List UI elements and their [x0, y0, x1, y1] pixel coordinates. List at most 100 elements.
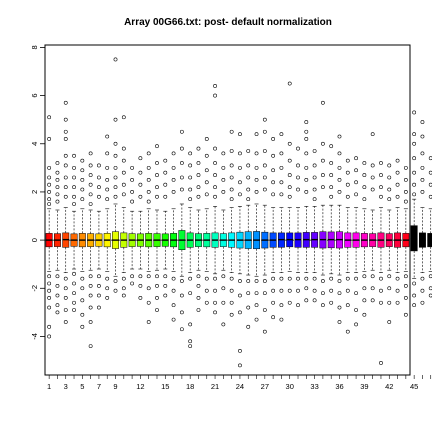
outlier-point [196, 274, 201, 279]
outlier-point [420, 300, 425, 305]
outlier-point [420, 288, 425, 293]
y-tick-label: 8 [30, 45, 39, 49]
outlier-point [238, 180, 242, 185]
outlier-point [296, 187, 300, 192]
box-47 [427, 156, 432, 298]
outlier-point [246, 197, 251, 202]
outlier-point [72, 308, 76, 312]
outlier-point [362, 274, 367, 279]
outlier-point [179, 175, 184, 180]
outlier-point [412, 141, 417, 146]
outlier-point [155, 274, 159, 279]
box-13 [145, 151, 153, 324]
outlier-point [63, 185, 68, 190]
outlier-point [80, 177, 85, 182]
outlier-point [63, 163, 68, 168]
outlier-point [229, 300, 234, 305]
outlier-point [428, 286, 432, 291]
outlier-point [395, 288, 400, 293]
box-11 [128, 165, 136, 286]
outlier-point [72, 300, 76, 305]
outlier-point [329, 288, 334, 293]
outlier-point [47, 202, 52, 206]
outlier-point [163, 194, 168, 199]
outlier-point [63, 100, 68, 105]
outlier-point [88, 283, 93, 288]
outlier-point [379, 173, 383, 177]
outlier-point [287, 81, 292, 86]
outlier-point [329, 173, 334, 177]
outlier-point [337, 134, 342, 139]
outlier-point [254, 190, 259, 194]
outlier-point [213, 194, 217, 199]
outlier-point [47, 281, 52, 286]
outlier-point [279, 165, 284, 170]
box-22 [219, 151, 227, 327]
outlier-point [312, 163, 317, 168]
outlier-point [271, 288, 276, 293]
outlier-point [403, 199, 408, 204]
box-19 [195, 146, 202, 312]
outlier-point [130, 274, 135, 279]
outlier-point [97, 283, 101, 288]
outlier-point [387, 300, 392, 305]
outlier-point [188, 163, 193, 168]
outlier-point [196, 173, 201, 177]
outlier-point [196, 185, 201, 190]
box-38 [352, 156, 360, 327]
outlier-point [80, 168, 85, 173]
outlier-point [246, 279, 251, 283]
outlier-point [262, 187, 267, 192]
outlier-point [387, 163, 392, 168]
outlier-point [262, 175, 267, 180]
outlier-point [370, 298, 375, 303]
outlier-point [188, 291, 193, 296]
outlier-point [55, 274, 60, 279]
box-9 [112, 57, 119, 293]
outlier-point [312, 276, 317, 281]
outlier-point [204, 180, 209, 185]
outlier-point [88, 173, 93, 177]
outlier-point [296, 276, 300, 281]
outlier-point [80, 197, 85, 202]
box-42 [385, 163, 393, 324]
outlier-point [287, 158, 292, 163]
outlier-point [370, 175, 375, 180]
outlier-point [329, 276, 334, 281]
outlier-point [63, 137, 68, 141]
outlier-point [304, 129, 309, 134]
outlier-point [88, 151, 93, 156]
outlier-point [395, 170, 400, 175]
outlier-point [387, 320, 392, 324]
box-25 [244, 149, 252, 329]
outlier-point [55, 293, 60, 298]
outlier-point [55, 199, 60, 204]
box-23 [228, 129, 236, 317]
outlier-point [213, 146, 217, 151]
outlier-point [63, 129, 68, 134]
outlier-point [196, 283, 201, 288]
box-35 [327, 144, 335, 305]
box-15 [161, 158, 169, 298]
box-10 [120, 115, 128, 298]
outlier-point [146, 199, 151, 204]
outlier-point [262, 117, 267, 122]
x-tick-label: 21 [211, 382, 219, 391]
outlier-point [146, 165, 151, 170]
outlier-point [395, 182, 400, 187]
outlier-point [238, 192, 242, 197]
outlier-point [213, 173, 217, 177]
outlier-point [163, 274, 168, 279]
outlier-point [196, 161, 201, 165]
outlier-point [403, 296, 408, 300]
outlier-point [379, 276, 383, 281]
outlier-point [312, 197, 317, 202]
outlier-point [80, 276, 85, 281]
outlier-point [72, 202, 76, 206]
outlier-point [345, 170, 350, 175]
outlier-point [370, 132, 375, 137]
outlier-point [63, 308, 68, 312]
box-24 [236, 132, 244, 368]
outlier-point [428, 182, 432, 187]
outlier-point [72, 281, 76, 286]
